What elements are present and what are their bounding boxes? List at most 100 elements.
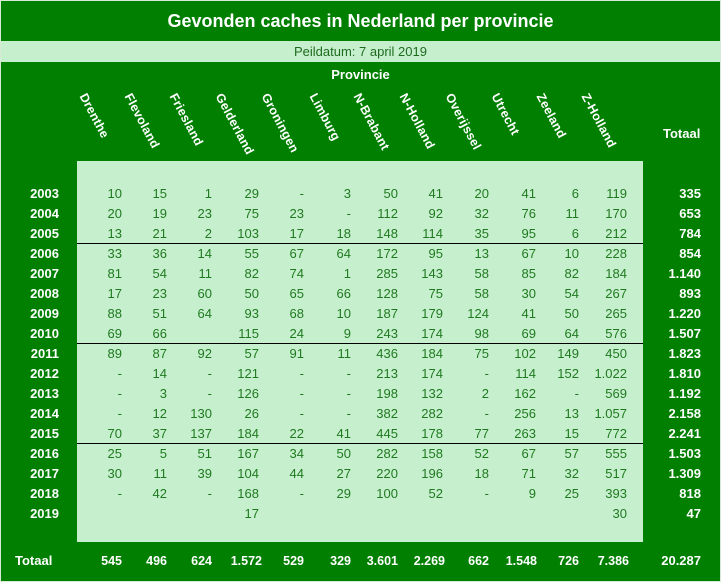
table-cell: - — [346, 206, 351, 221]
table-cell: - — [117, 406, 122, 421]
table-cell: - — [346, 366, 351, 381]
table-cell: 19 — [152, 206, 167, 221]
column-total: 2.269 — [413, 554, 445, 568]
table-cell: 66 — [152, 326, 167, 341]
table-cell: 6 — [571, 226, 579, 241]
reference-date: Peildatum: 7 april 2019 — [1, 41, 720, 62]
table-cell: 172 — [376, 246, 398, 261]
table-row: 2018 - 42 - 168 - 29 100 52 - 9 25 393 818 — [1, 484, 720, 504]
table-cell: 445 — [376, 426, 398, 441]
column-total: 3.601 — [366, 554, 398, 568]
table-cell: 184 — [605, 266, 627, 281]
table-cell: 30 — [612, 506, 627, 521]
year-label: 2005 — [30, 226, 59, 241]
table-cell: 68 — [289, 306, 304, 321]
table-cell: 187 — [376, 306, 398, 321]
table-cell: 64 — [197, 306, 212, 321]
table-cell: 12 — [152, 406, 167, 421]
table-cell: 14 — [197, 246, 212, 261]
table-cell: 132 — [421, 386, 443, 401]
table-cell: 1 — [343, 266, 351, 281]
table-cell: 126 — [237, 386, 259, 401]
column-total: 662 — [468, 554, 489, 568]
table-cell: 27 — [336, 466, 351, 481]
year-label: 2009 — [30, 306, 59, 321]
table-cell: 228 — [605, 246, 627, 261]
column-total: 7.386 — [597, 554, 629, 568]
table-cell: 243 — [376, 326, 398, 341]
table-cell: 88 — [107, 306, 122, 321]
col-header: N-Brabant — [350, 91, 393, 153]
col-header: Z-Holland — [578, 91, 619, 151]
year-label: 2011 — [30, 346, 59, 361]
table-row: 2005 13 21 2 103 17 18 148 114 35 95 6 212 784 — [1, 224, 720, 244]
col-header: Groningen — [258, 91, 302, 155]
table-cell: 178 — [421, 426, 443, 441]
table-cell: 149 — [557, 346, 579, 361]
table-cell: 450 — [605, 346, 627, 361]
table-cell: 25 — [564, 486, 579, 501]
table-row: 2004 20 19 23 75 23 - 112 92 32 76 11 170 653 — [1, 204, 720, 224]
table-cell: 198 — [376, 386, 398, 401]
table-cell: 18 — [336, 226, 351, 241]
table-cell: 67 — [521, 446, 536, 461]
table-cell: 114 — [515, 366, 536, 381]
table-cell: - — [117, 486, 122, 501]
table-cell: 58 — [474, 266, 489, 281]
table-cell: - — [299, 406, 304, 421]
table-cell: 34 — [289, 446, 304, 461]
table-cell: 51 — [152, 306, 167, 321]
table-cell: 23 — [289, 206, 304, 221]
table-cell: 57 — [244, 346, 259, 361]
year-label: 2004 — [30, 206, 59, 221]
table-cell: - — [207, 486, 212, 501]
table-row: 2011 89 87 92 57 91 11 436 184 75 102 149 450 1.823 — [1, 344, 720, 364]
table-cell: 20 — [107, 206, 122, 221]
table-cell: 1.057 — [594, 406, 627, 421]
column-total: 1.572 — [230, 554, 262, 568]
table-cell: 64 — [564, 326, 579, 341]
year-label: 2003 — [30, 186, 59, 201]
table-cell: 41 — [428, 186, 443, 201]
table-cell: 81 — [107, 266, 122, 281]
table-cell: 29 — [336, 486, 351, 501]
table-cell: 76 — [521, 206, 536, 221]
table-cell: - — [346, 386, 351, 401]
table-row: 2009 88 51 64 93 68 10 187 179 124 41 50 265 1.220 — [1, 304, 720, 324]
table-cell: 10 — [336, 306, 351, 321]
table-cell: 114 — [422, 226, 443, 241]
row-total: 335 — [679, 186, 701, 201]
table-cell: 772 — [605, 426, 627, 441]
row-separator — [77, 443, 643, 444]
table-cell: 87 — [152, 346, 167, 361]
row-total: 653 — [679, 206, 701, 221]
table-cell: 24 — [289, 326, 304, 341]
table-cell: 51 — [197, 446, 212, 461]
table-cell: 41 — [521, 306, 536, 321]
table-cell: - — [207, 386, 212, 401]
table-cell: 52 — [474, 446, 489, 461]
column-total: 624 — [191, 554, 212, 568]
table-cell: 143 — [421, 266, 443, 281]
table-cell: 124 — [467, 306, 489, 321]
table-cell: 54 — [152, 266, 167, 281]
table-cell: - — [207, 366, 212, 381]
year-label: 2019 — [30, 506, 59, 521]
table-cell: 576 — [605, 326, 627, 341]
table-cell: 11 — [153, 466, 168, 481]
year-label: 2014 — [30, 406, 59, 421]
table-cell: 21 — [152, 226, 167, 241]
table-cell: 60 — [197, 286, 212, 301]
table-cell: 30 — [107, 466, 122, 481]
table-cell: 91 — [289, 346, 304, 361]
col-header: Limburg — [306, 91, 344, 143]
col-header: Zeeland — [533, 91, 569, 141]
table-cell: 128 — [376, 286, 398, 301]
table-cell: 174 — [421, 366, 443, 381]
table-cell: - — [299, 386, 304, 401]
row-total: 818 — [679, 486, 701, 501]
table-cell: 82 — [244, 266, 259, 281]
table-cell: 15 — [564, 426, 579, 441]
year-label: 2008 — [30, 286, 59, 301]
col-header: Utrecht — [488, 91, 523, 138]
